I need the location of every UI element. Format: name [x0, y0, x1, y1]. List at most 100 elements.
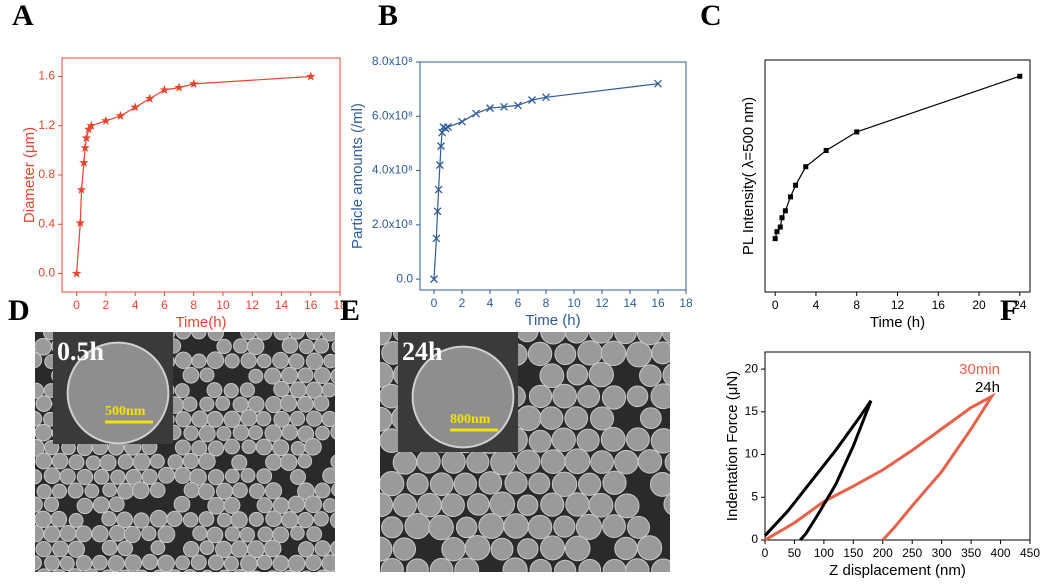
- particle: [36, 541, 51, 556]
- plot-frame: [765, 60, 1030, 292]
- particle: [637, 320, 662, 345]
- particle: [77, 498, 92, 513]
- particle: [290, 324, 305, 339]
- particle: [589, 362, 613, 386]
- particle: [288, 555, 305, 572]
- particle: [298, 454, 312, 468]
- particle: [382, 517, 403, 538]
- particle: [393, 451, 416, 474]
- particle: [305, 496, 322, 513]
- particle: [167, 511, 182, 526]
- marker: [780, 215, 785, 220]
- plot-frame: [62, 58, 340, 292]
- particle: [430, 558, 453, 579]
- particle: [529, 385, 551, 407]
- particle: [274, 324, 290, 340]
- particle: [442, 450, 465, 473]
- particle: [133, 454, 150, 471]
- x-tick-label: 20: [972, 298, 986, 312]
- particle: [27, 412, 42, 427]
- marker: [854, 129, 859, 134]
- particle: [86, 456, 100, 470]
- x-tick-label: 200: [873, 546, 893, 560]
- particle: [52, 484, 66, 498]
- marker: [774, 229, 779, 234]
- particle: [576, 514, 601, 539]
- x-tick-label: 14: [623, 296, 637, 310]
- particle: [314, 368, 330, 384]
- panel-label: B: [378, 0, 398, 32]
- particle: [224, 557, 238, 571]
- y-tick-label: 0.0: [396, 271, 413, 285]
- particle: [565, 449, 590, 474]
- particle: [199, 453, 215, 469]
- particle: [627, 386, 648, 407]
- particle: [331, 368, 347, 384]
- particle: [442, 537, 465, 560]
- marker: [116, 111, 126, 120]
- particle: [45, 556, 60, 571]
- particle: [60, 525, 76, 541]
- particle: [151, 541, 165, 555]
- particle: [184, 482, 199, 497]
- particle: [291, 441, 305, 455]
- particle: [299, 571, 314, 579]
- particle: [36, 453, 52, 469]
- particle: [174, 496, 190, 512]
- marker: [773, 236, 778, 241]
- particle: [266, 511, 282, 527]
- y-tick-label: 1.6: [38, 69, 55, 83]
- particle: [257, 555, 271, 569]
- particle: [200, 541, 214, 555]
- x-tick-label: 150: [843, 546, 863, 560]
- particle: [255, 323, 272, 340]
- particle: [199, 426, 215, 442]
- particle: [315, 483, 330, 498]
- particle: [553, 384, 577, 408]
- particle: [199, 484, 215, 500]
- particle: [505, 472, 527, 494]
- particle: [307, 527, 322, 542]
- y-tick-label: 5: [751, 489, 758, 503]
- x-tick-label: 0: [73, 298, 80, 312]
- particle: [44, 526, 60, 542]
- particle: [225, 469, 239, 483]
- particle: [340, 556, 354, 570]
- y-tick-label: 4.0x10⁸: [372, 163, 413, 177]
- particle: [257, 469, 272, 484]
- x-tick-label: 100: [814, 546, 834, 560]
- particle: [578, 341, 602, 365]
- particle: [339, 412, 354, 427]
- particle: [274, 381, 289, 396]
- particle: [322, 411, 337, 426]
- particle: [503, 558, 527, 579]
- particle: [529, 473, 550, 494]
- marker: [101, 116, 111, 125]
- particle: [338, 468, 353, 483]
- particle: [540, 364, 564, 388]
- panel-label: E: [340, 294, 360, 327]
- particle: [68, 541, 84, 557]
- particle: [53, 541, 69, 557]
- particle: [566, 493, 589, 516]
- y-tick-label: 1.2: [38, 118, 55, 132]
- particle: [125, 555, 142, 572]
- y-axis-label: Indentation Force (μN): [724, 371, 741, 521]
- particle: [92, 526, 108, 542]
- marker: [72, 269, 82, 278]
- particle: [315, 541, 330, 556]
- particle: [240, 383, 254, 397]
- particle: [217, 483, 233, 499]
- y-tick-label: 0.4: [38, 216, 55, 230]
- particle: [628, 516, 650, 538]
- particle: [322, 383, 336, 397]
- x-tick-label: 16: [304, 298, 318, 312]
- particle: [224, 497, 240, 513]
- marker: [788, 194, 793, 199]
- particle: [298, 513, 313, 528]
- particle: [158, 555, 175, 572]
- particle: [69, 455, 84, 470]
- particle: [159, 467, 175, 483]
- particle: [615, 494, 639, 518]
- marker: [803, 164, 808, 169]
